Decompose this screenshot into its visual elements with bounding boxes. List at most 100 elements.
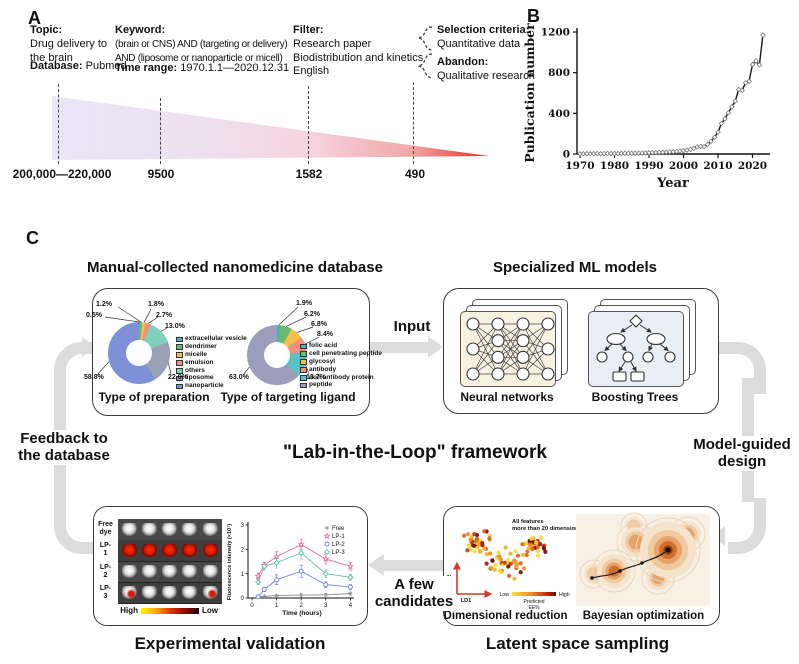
dim-reduction-caption: Dimensional reduction <box>443 610 568 622</box>
brain-row <box>118 561 222 583</box>
scatter-point <box>467 544 472 549</box>
brain-row <box>118 540 222 562</box>
data-point <box>691 145 697 152</box>
chart-text: 1200 <box>541 27 570 39</box>
scatter-point <box>520 542 525 547</box>
legend-swatch <box>176 336 183 342</box>
scatter-point <box>489 565 494 570</box>
scatter-point <box>472 549 477 554</box>
marker-plus <box>262 594 267 599</box>
scatter-point <box>465 548 470 553</box>
flow-input-label: Input <box>382 318 442 336</box>
nn-edge <box>497 340 524 375</box>
panel-b-label: B <box>527 6 540 26</box>
data-point <box>756 62 763 68</box>
funnel-divider-2 <box>160 98 161 164</box>
legend-item: others <box>176 367 247 375</box>
path-point <box>618 569 622 573</box>
scatter-point <box>543 549 548 554</box>
input-arrow-head <box>428 336 443 358</box>
brain-blob <box>162 586 178 600</box>
legend-item: emulsion <box>176 359 247 367</box>
data-point <box>749 61 756 68</box>
data-point <box>732 98 739 104</box>
bayes-caption: Bayesian optimization <box>582 610 705 622</box>
chart-text: High <box>559 592 570 598</box>
scatter-point <box>490 558 495 563</box>
scatter-point <box>478 549 483 554</box>
legend-label: peptide <box>309 381 333 389</box>
scatter-point <box>472 543 477 548</box>
legend-swatch <box>176 368 183 374</box>
legend-label: micelle <box>185 350 208 358</box>
brain-row-label: Free dye <box>98 521 113 537</box>
tree-node <box>642 351 654 363</box>
bayesian-optimization-plot <box>576 512 710 606</box>
chart-text: more than 20 dimensions <box>512 526 582 532</box>
scatter-point <box>541 546 547 551</box>
scatter-point <box>498 557 504 562</box>
keyword-block: Keyword: (brain or CNS) AND (targeting o… <box>115 24 297 65</box>
chart-text: Year <box>656 176 689 191</box>
brain-blob <box>121 565 137 578</box>
donut-type-of-targeting-ligand <box>247 325 307 385</box>
count-2: 9500 <box>147 167 175 181</box>
tree-edge <box>618 361 626 372</box>
marker-diamond <box>322 570 329 577</box>
chart-text: 2010 <box>703 160 732 172</box>
chart-text: 0 <box>250 603 254 609</box>
legend-swatch <box>300 375 307 381</box>
funnel-divider-4 <box>413 82 414 164</box>
marker-plus <box>299 593 304 598</box>
marker-diamond <box>323 548 331 556</box>
nn-node <box>466 317 480 331</box>
count-4: 490 <box>404 167 426 181</box>
tree-edge <box>639 324 652 333</box>
data-point <box>704 141 711 148</box>
time-range-block: Time range: 1970.1.1—2020.12.31 <box>115 62 289 76</box>
pie-callout-label: 13.7% <box>306 374 326 381</box>
tree-edge <box>630 361 637 372</box>
legend-label: folic acid <box>309 342 338 349</box>
marker-star <box>297 540 305 548</box>
donut-hole <box>126 340 152 366</box>
brain-blob <box>141 522 157 536</box>
filter-block: Filter: Research paper Biodistribution a… <box>293 24 433 79</box>
intensity-scale-bar <box>141 608 199 614</box>
pie-callout-label: 6.8% <box>311 321 327 328</box>
legend-swatch <box>300 343 307 349</box>
scatter-point <box>482 529 487 534</box>
scatter-point <box>513 549 518 554</box>
legend-label: cell penetrating peptide <box>309 349 382 357</box>
series-line <box>258 593 351 598</box>
candidates-arrow-head <box>368 554 384 576</box>
chart-text: 1980 <box>600 160 629 172</box>
scatter-point <box>512 576 517 581</box>
brain-blob <box>121 543 137 557</box>
brain-blob <box>141 586 157 600</box>
brain-blob <box>141 565 157 578</box>
scatter-point <box>512 558 517 563</box>
legend-item: folic acid <box>300 342 382 350</box>
tree-leaf <box>612 371 627 382</box>
nn-node <box>491 367 505 381</box>
marker-circle <box>261 587 267 592</box>
nn-node <box>491 350 505 364</box>
scatter-point <box>488 551 493 556</box>
marker-circle <box>324 541 330 547</box>
donut-hole <box>264 342 290 368</box>
scatter-point <box>493 563 498 568</box>
brain-blob <box>182 586 198 600</box>
funnel-divider-1 <box>58 84 59 164</box>
scale-low-label: Low <box>202 606 218 615</box>
nn-edge <box>522 323 549 375</box>
optimum-point <box>665 547 671 553</box>
nn-node <box>516 317 530 331</box>
count-3: 1582 <box>295 167 323 181</box>
keyword-label: Keyword: <box>115 24 166 36</box>
marker-diamond <box>273 559 280 566</box>
database-title: Manual-collected nanomedicine database <box>87 259 383 276</box>
pie-callout-label: 63.0% <box>229 374 249 381</box>
chart-text: 3 <box>241 523 245 529</box>
scatter-point <box>506 564 511 569</box>
